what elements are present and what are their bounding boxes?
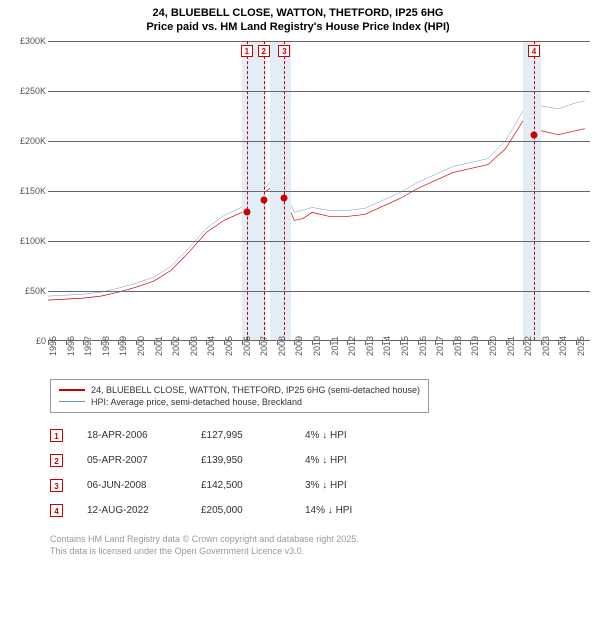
event-marker-box: 4: [528, 45, 540, 57]
event-marker: 1: [50, 429, 63, 442]
event-line: [284, 41, 285, 340]
legend-row: HPI: Average price, semi-detached house,…: [59, 396, 420, 408]
chart: £0£50K£100K£150K£200K£250K£300K 1234 199…: [12, 41, 590, 371]
x-tick-label: 2012: [347, 336, 357, 356]
y-tick-label: £200K: [20, 136, 46, 146]
event-diff: 3% ↓ HPI: [305, 480, 395, 491]
x-tick-label: 2016: [418, 336, 428, 356]
event-price: £139,950: [201, 455, 281, 466]
gridline: [48, 241, 590, 242]
footer-line2: This data is licensed under the Open Gov…: [50, 545, 590, 557]
x-tick-label: 2020: [488, 336, 498, 356]
y-tick-label: £250K: [20, 86, 46, 96]
x-tick-label: 2002: [171, 336, 181, 356]
x-tick-label: 2025: [576, 336, 586, 356]
event-date: 05-APR-2007: [87, 455, 177, 466]
x-tick-label: 2008: [277, 336, 287, 356]
series-hpi: [48, 92, 585, 295]
legend-row: 24, BLUEBELL CLOSE, WATTON, THETFORD, IP…: [59, 384, 420, 396]
event-price: £205,000: [201, 505, 281, 516]
event-marker-box: 1: [241, 45, 253, 57]
event-diff: 4% ↓ HPI: [305, 430, 395, 441]
x-tick-label: 1996: [66, 336, 76, 356]
event-diff: 14% ↓ HPI: [305, 505, 395, 516]
event-line: [247, 41, 248, 340]
x-tick-label: 2009: [294, 336, 304, 356]
y-tick-label: £150K: [20, 186, 46, 196]
event-marker-box: 2: [258, 45, 270, 57]
gridline: [48, 141, 590, 142]
event-date: 06-JUN-2008: [87, 480, 177, 491]
event-dot: [260, 197, 267, 204]
event-line: [264, 41, 265, 340]
legend-swatch: [59, 401, 85, 402]
legend-swatch: [59, 389, 85, 391]
x-tick-label: 2018: [453, 336, 463, 356]
event-row: 3 06-JUN-2008 £142,500 3% ↓ HPI: [50, 473, 590, 498]
x-tick-label: 2011: [330, 336, 340, 355]
x-axis: 1995199619971998199920002001200220032004…: [48, 341, 590, 371]
x-tick-label: 2017: [435, 336, 445, 356]
x-tick-label: 2005: [224, 336, 234, 356]
title-block: 24, BLUEBELL CLOSE, WATTON, THETFORD, IP…: [6, 6, 590, 35]
event-row: 2 05-APR-2007 £139,950 4% ↓ HPI: [50, 448, 590, 473]
gridline: [48, 91, 590, 92]
footer-line1: Contains HM Land Registry data © Crown c…: [50, 533, 590, 545]
x-tick-label: 2004: [206, 336, 216, 356]
x-tick-label: 2000: [136, 336, 146, 356]
title-line2: Price paid vs. HM Land Registry's House …: [6, 20, 590, 34]
event-dot: [281, 194, 288, 201]
y-tick-label: £300K: [20, 36, 46, 46]
chart-container: 24, BLUEBELL CLOSE, WATTON, THETFORD, IP…: [0, 0, 600, 620]
event-date: 12-AUG-2022: [87, 505, 177, 516]
x-tick-label: 2024: [558, 336, 568, 356]
events-table: 1 18-APR-2006 £127,995 4% ↓ HPI 2 05-APR-2007…: [50, 423, 590, 523]
event-line: [534, 41, 535, 340]
y-tick-label: £100K: [20, 236, 46, 246]
x-tick-label: 2023: [541, 336, 551, 356]
event-dot: [531, 132, 538, 139]
event-date: 18-APR-2006: [87, 430, 177, 441]
event-marker: 4: [50, 504, 63, 517]
x-tick-label: 2014: [382, 336, 392, 356]
x-tick-label: 2006: [242, 336, 252, 356]
footer: Contains HM Land Registry data © Crown c…: [50, 533, 590, 557]
x-tick-label: 2001: [154, 336, 164, 356]
y-tick-label: £0: [36, 336, 46, 346]
x-tick-label: 2015: [400, 336, 410, 356]
event-marker: 3: [50, 479, 63, 492]
event-dot: [243, 209, 250, 216]
event-price: £127,995: [201, 430, 281, 441]
x-tick-label: 2010: [312, 336, 322, 356]
event-marker-box: 3: [278, 45, 290, 57]
event-row: 1 18-APR-2006 £127,995 4% ↓ HPI: [50, 423, 590, 448]
x-tick-label: 2013: [365, 336, 375, 356]
gridline: [48, 291, 590, 292]
x-tick-label: 1997: [83, 336, 93, 356]
title-line1: 24, BLUEBELL CLOSE, WATTON, THETFORD, IP…: [6, 6, 590, 20]
x-tick-label: 1999: [118, 336, 128, 356]
x-tick-label: 2021: [506, 336, 516, 356]
event-price: £142,500: [201, 480, 281, 491]
event-diff: 4% ↓ HPI: [305, 455, 395, 466]
legend: 24, BLUEBELL CLOSE, WATTON, THETFORD, IP…: [50, 379, 429, 413]
legend-label: HPI: Average price, semi-detached house,…: [91, 397, 302, 407]
x-tick-label: 2022: [523, 336, 533, 356]
event-marker: 2: [50, 454, 63, 467]
plot-area: 123 4: [48, 41, 590, 341]
y-tick-label: £50K: [25, 286, 46, 296]
x-tick-label: 1995: [48, 336, 58, 356]
x-tick-label: 2019: [470, 336, 480, 356]
gridline: [48, 41, 590, 42]
x-tick-label: 2003: [189, 336, 199, 356]
x-tick-label: 1998: [101, 336, 111, 356]
event-row: 4 12-AUG-2022 £205,000 14% ↓ HPI: [50, 498, 590, 523]
x-tick-label: 2007: [259, 336, 269, 356]
legend-label: 24, BLUEBELL CLOSE, WATTON, THETFORD, IP…: [91, 385, 420, 395]
y-axis: £0£50K£100K£150K£200K£250K£300K: [12, 41, 48, 341]
gridline: [48, 191, 590, 192]
